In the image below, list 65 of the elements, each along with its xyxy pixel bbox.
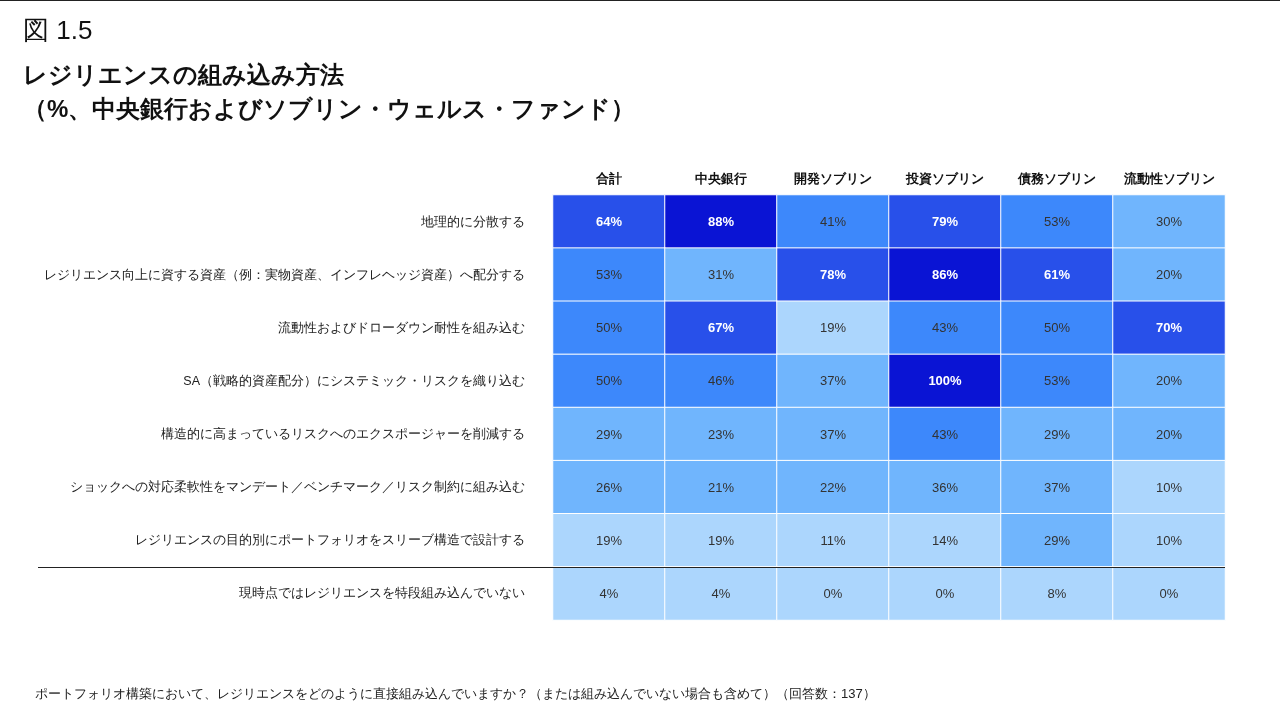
data-label: 86% [931, 267, 959, 283]
y-tick-label: 現時点ではレジリエンスを特段組み込んでいない [239, 586, 525, 601]
data-label: 0% [935, 585, 955, 601]
data-label: 100% [928, 373, 963, 389]
data-label: 10% [1155, 479, 1183, 495]
data-label: 21% [707, 479, 735, 495]
data-label: 23% [707, 426, 735, 442]
text: ポートフォリオ構築において、レジリエンスをどのように直接組み込んでいますか？（または組み込んでいない場合も含めて）（回答数：137） [35, 686, 876, 701]
data-label: 10% [1155, 532, 1183, 548]
data-label: 29% [595, 426, 623, 442]
data-label: 20% [1155, 373, 1183, 389]
data-label: 53% [1043, 373, 1071, 389]
data-label: 29% [1043, 532, 1071, 548]
data-label: 61% [1043, 267, 1071, 283]
data-label: 41% [819, 214, 847, 230]
data-label: 46% [707, 373, 735, 389]
data-label: 4% [599, 585, 619, 601]
x-tick-label: 合計 [595, 171, 622, 186]
data-label: 26% [595, 479, 623, 495]
data-label: 19% [819, 320, 847, 336]
data-label: 70% [1155, 320, 1183, 336]
data-label: 43% [931, 426, 959, 442]
data-label: 43% [931, 320, 959, 336]
data-label: 64% [595, 214, 623, 230]
data-label: 37% [819, 373, 847, 389]
data-label: 79% [931, 214, 959, 230]
data-label: 78% [819, 267, 847, 283]
data-label: 50% [1043, 320, 1071, 336]
y-tick-label: SA（戦略的資産配分）にシステミック・リスクを織り込む [183, 372, 525, 388]
data-label: 4% [711, 585, 731, 601]
data-label: 88% [707, 214, 735, 230]
data-label: 22% [819, 479, 847, 495]
x-tick-label: 流動性ソブリン [1122, 171, 1215, 186]
x-tick-label: 中央銀行 [695, 171, 747, 186]
x-tick-label: 債務ソブリン [1017, 171, 1096, 186]
y-tick-label: 地理的に分散する [420, 214, 525, 229]
data-label: 0% [1159, 585, 1179, 601]
x-tick-label: 開発ソブリン [794, 171, 872, 186]
data-label: 37% [819, 426, 847, 442]
data-label: 37% [1043, 479, 1071, 495]
data-label: 36% [931, 479, 959, 495]
data-label: 8% [1047, 585, 1067, 601]
data-label: 29% [1043, 426, 1071, 442]
text: 図 1.5 [23, 15, 93, 45]
data-label: 50% [595, 373, 623, 389]
data-label: 31% [707, 267, 735, 283]
y-tick-label: 構造的に高まっているリスクへのエクスポージャーを削減する [161, 426, 525, 442]
y-tick-label: レジリエンスの目的別にポートフォリオをスリーブ構造で設計する [135, 533, 525, 548]
x-tick-label: 投資ソブリン [905, 171, 984, 186]
data-label: 0% [823, 585, 843, 601]
data-label: 20% [1155, 426, 1183, 442]
y-tick-label: 流動性およびドローダウン耐性を組み込む [278, 319, 525, 335]
text: レジリエンスの組み込み方法（%、中央銀行およびソブリン・ウェルス・ファンド） [23, 60, 636, 122]
data-label: 20% [1155, 267, 1183, 283]
data-label: 14% [931, 532, 959, 548]
data-label: 50% [595, 320, 623, 336]
data-label: 53% [1043, 214, 1071, 230]
data-label: 11% [820, 532, 846, 548]
data-label: 19% [595, 532, 623, 548]
data-label: 53% [595, 267, 623, 283]
y-tick-label: ショックへの対応柔軟性をマンデート／ベンチマーク／リスク制約に組み込む [70, 479, 525, 495]
data-label: 67% [707, 320, 735, 336]
data-label: 19% [707, 532, 735, 548]
y-tick-label: レジリエンス向上に資する資産（例：実物資産、インフレヘッジ資産）へ配分する [44, 266, 525, 282]
data-label: 30% [1155, 214, 1183, 230]
